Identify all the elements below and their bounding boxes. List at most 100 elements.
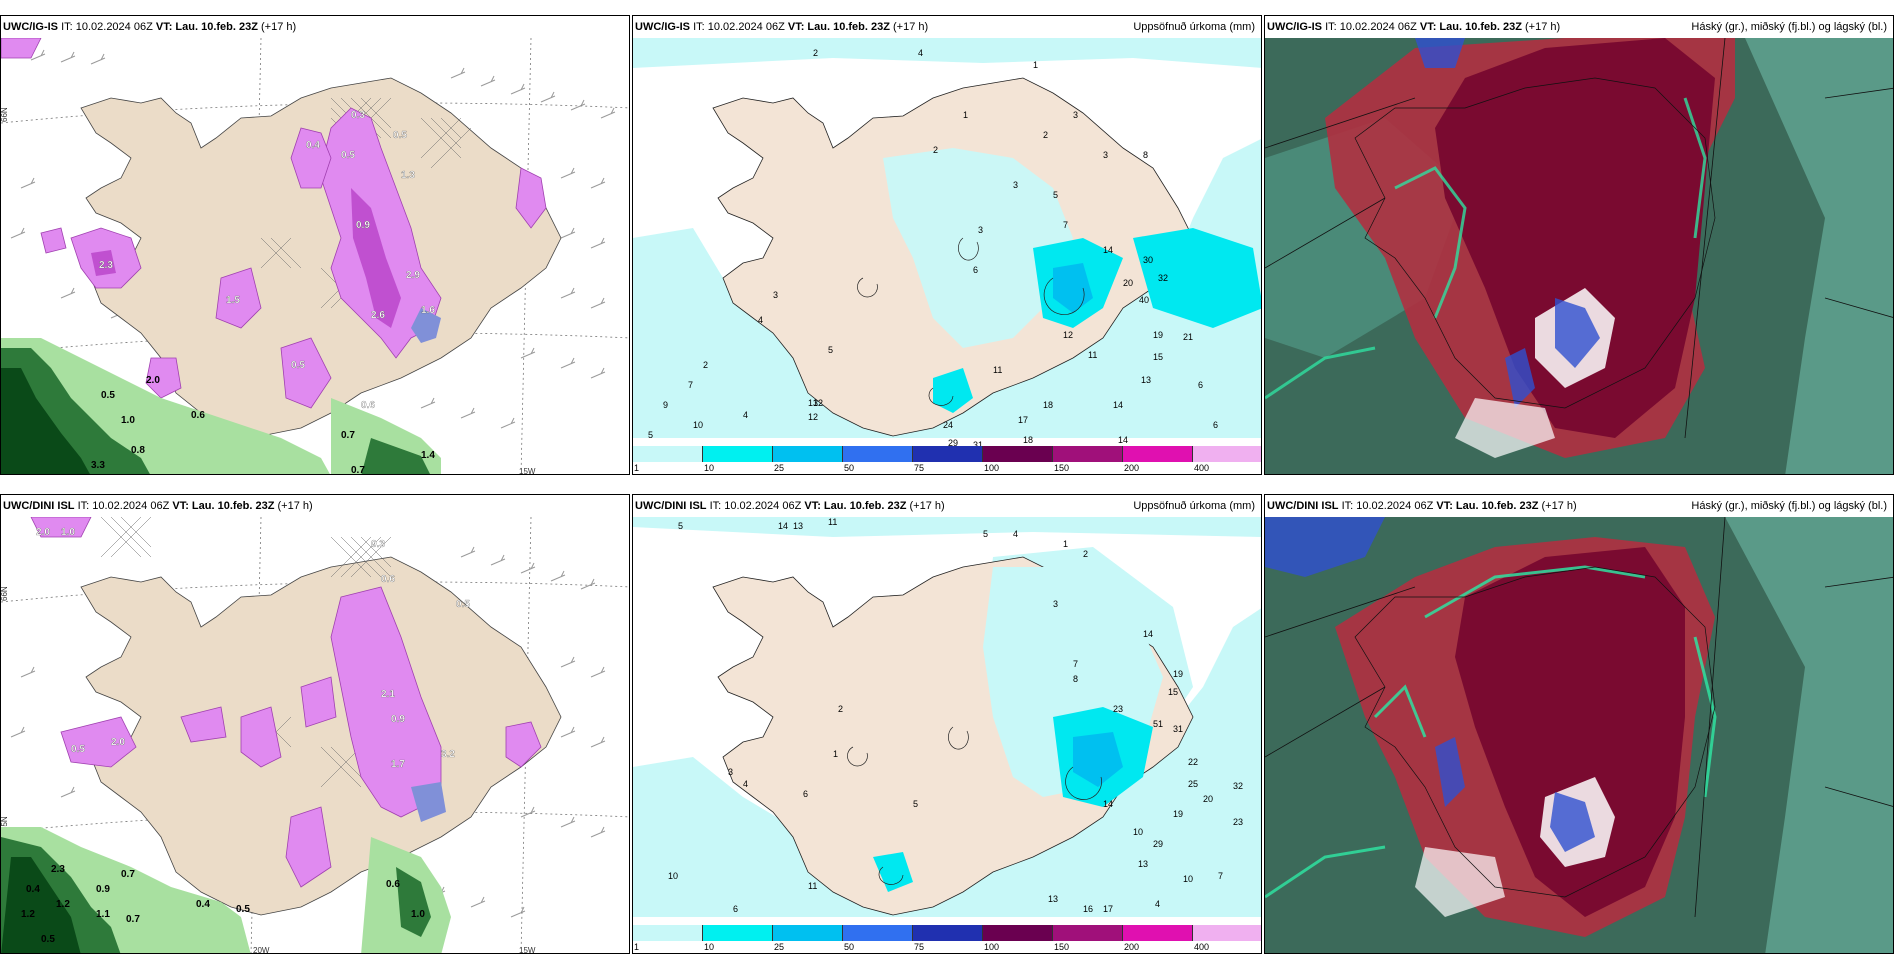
glacier-hatch: [100, 517, 392, 788]
value-label: 22: [1188, 757, 1198, 767]
value-label: 1.3: [401, 170, 415, 181]
value-label: 0.5: [341, 150, 355, 161]
value-label: 0.7: [121, 869, 135, 880]
value-label: 0.5: [71, 744, 85, 755]
value-label: 7: [1073, 659, 1078, 669]
valid-time: Lau. 10.feb. 23Z: [191, 500, 275, 512]
init-time: IT: 10.02.2024 06Z: [1341, 500, 1434, 512]
value-label: 29: [1153, 839, 1163, 849]
value-label: 0.9: [391, 714, 405, 725]
valid-time: Lau. 10.feb. 23Z: [807, 21, 890, 33]
legend-tick: 400: [1194, 463, 1210, 473]
value-label: 0.3: [371, 539, 385, 550]
value-label: 3: [1073, 110, 1078, 120]
valid-time: Lau. 10.feb. 23Z: [1455, 500, 1539, 512]
value-label: 6: [803, 789, 808, 799]
cloud-map: [1265, 38, 1893, 474]
value-label: 5: [913, 799, 918, 809]
value-label: 4: [1013, 529, 1018, 539]
lead-time: (+17 h): [1541, 500, 1577, 512]
panel-title: Háský (gr.), miðský (fj.bl.) og lágský (…: [1691, 21, 1887, 33]
lead-time: (+17 h): [1525, 21, 1561, 33]
value-label: 3.2: [441, 749, 455, 760]
value-label: 13: [808, 398, 818, 408]
snow-map: 66N 65N 20W 15W 2.0 1.0: [1, 517, 629, 953]
value-label: 20: [1123, 278, 1133, 288]
value-label: 2.3: [51, 864, 65, 875]
legend-tick: 10: [704, 463, 715, 473]
lat-label: 66N: [1, 107, 9, 122]
value-label: 5: [648, 430, 653, 440]
legend-tick: 100: [984, 463, 1000, 473]
model-name: UWC/IG-IS: [635, 21, 690, 33]
rain-shading: [1, 338, 441, 474]
value-label: 2.3: [99, 260, 113, 271]
wind-barbs: [10, 546, 606, 918]
cloud-map: [1265, 517, 1893, 953]
legend-tick: 150: [1054, 942, 1070, 952]
panel-title: Uppsöfnuð úrkoma (mm): [1133, 500, 1255, 512]
legend-swatch: [1123, 925, 1193, 941]
model-name: UWC/IG-IS: [3, 21, 58, 33]
value-label: 1.4: [421, 450, 435, 461]
init-time: IT: 10.02.2024 06Z: [709, 500, 802, 512]
value-label: 6: [1213, 420, 1218, 430]
legend-swatch: [913, 446, 983, 462]
panel-header: UWC/DINI ISL IT: 10.02.2024 06Z VT: Lau.…: [1, 495, 629, 517]
value-label: 1: [1033, 60, 1038, 70]
legend-tick: 25: [774, 463, 785, 473]
value-label: 30: [1143, 255, 1153, 265]
value-label: 0.5: [393, 130, 407, 141]
vt-label: VT:: [172, 500, 189, 512]
value-label: 0.4: [306, 140, 320, 151]
legend-swatch: [633, 925, 703, 941]
legend-tick: 150: [1054, 463, 1070, 473]
value-label: 31: [1173, 724, 1183, 734]
rain-labels: 1.2 0.7 0.9 0.7 1.1 0.5 0.4 0.6 1.0 1.2 …: [21, 864, 425, 945]
legend-swatch: [703, 925, 773, 941]
lat-label: 66N: [1, 586, 9, 601]
legend-tick: 1: [634, 942, 640, 952]
value-label: 1.1: [96, 909, 110, 920]
value-label: 10: [1183, 874, 1193, 884]
value-label: 40: [1139, 295, 1149, 305]
value-label: 20: [1203, 794, 1213, 804]
vt-label: VT:: [155, 21, 173, 33]
value-label: 10: [668, 871, 678, 881]
value-label: 0.8: [131, 445, 145, 456]
valid-time: Lau. 10.feb. 23Z: [1439, 21, 1522, 33]
value-label: 9: [663, 400, 668, 410]
value-label: 1: [1063, 539, 1068, 549]
value-label: 1.7: [391, 759, 405, 770]
precip-map: 5 14 13 11 5 4 1 2 3 7 8 14 19 15 23 51 …: [633, 517, 1261, 953]
value-label: 10: [693, 420, 703, 430]
value-label: 32: [1158, 273, 1168, 283]
vt-label: VT:: [787, 21, 805, 33]
value-label: 6: [733, 904, 738, 914]
value-label: 3: [773, 290, 778, 300]
value-label: 3: [1013, 180, 1018, 190]
vt-label: VT:: [1419, 21, 1437, 33]
value-label: 0.4: [26, 884, 40, 895]
value-label: 1.5: [226, 295, 240, 306]
value-label: 7: [1218, 871, 1223, 881]
precip-labels: 5 14 13 11 5 4 1 2 3 7 8 14 19 15 23 51 …: [668, 517, 1243, 914]
legend-swatch: [913, 925, 983, 941]
value-label: 3: [1103, 150, 1108, 160]
rain-shading: [1, 827, 451, 953]
valid-time: Lau. 10.feb. 23Z: [175, 21, 258, 33]
value-label: 1.0: [61, 527, 75, 538]
snow-shading: [1, 38, 547, 409]
iceland-land: [80, 77, 562, 437]
model-name: UWC/DINI ISL: [3, 500, 75, 512]
panel-title: Uppsöfnuð úrkoma (mm): [1133, 21, 1255, 33]
legend-swatch: [1053, 925, 1123, 941]
value-label: 0.5: [236, 904, 250, 915]
legend-swatch: [983, 446, 1053, 462]
valid-time: Lau. 10.feb. 23Z: [823, 500, 907, 512]
panel-header: UWC/DINI ISL IT: 10.02.2024 06Z VT: Lau.…: [1265, 495, 1893, 517]
value-label: 32: [1233, 781, 1243, 791]
legend-swatch: [843, 925, 913, 941]
legend-swatch: [843, 446, 913, 462]
legend-swatch: [1193, 925, 1261, 941]
